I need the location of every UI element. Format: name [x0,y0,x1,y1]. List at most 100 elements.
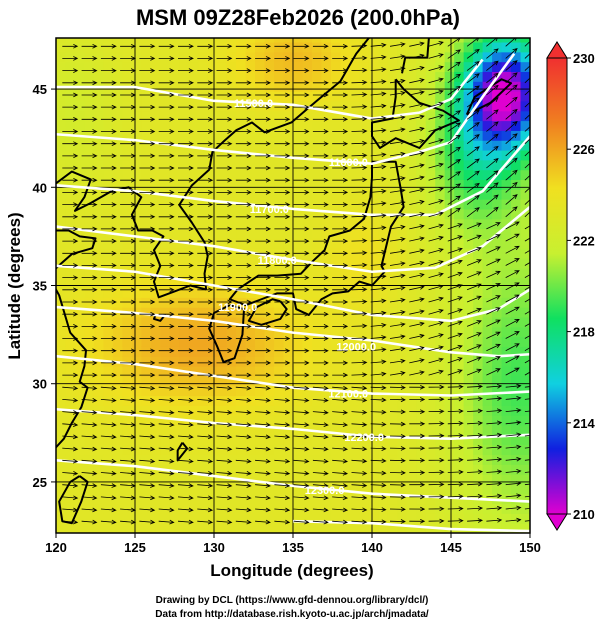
field-cell [236,51,247,63]
wind-arrow [235,422,252,427]
field-cell [217,258,228,269]
field-cell [349,100,360,112]
field-cell [188,356,199,367]
field-cell [198,100,209,112]
field-cell [463,395,474,406]
field-cell [501,356,512,367]
wind-arrow [100,80,117,86]
field-cell [160,385,171,397]
height-contour [292,519,530,533]
field-cell [473,91,484,102]
wind-arrow [81,385,98,391]
field-cell [416,415,427,426]
field-cell [93,189,104,200]
wind-arrow [120,507,137,513]
field-cell [425,110,436,122]
field-cell [492,149,503,161]
wind-arrow [505,145,518,157]
field-cell [122,38,133,43]
field-cell [188,169,199,181]
field-cell [330,169,341,181]
field-cell [368,307,379,318]
field-cell [368,297,379,308]
field-cell [387,316,398,328]
field-cell [131,110,142,122]
wind-arrow [197,141,214,146]
field-cell [93,287,104,298]
field-cell [150,61,161,72]
wind-arrow [100,153,117,159]
wind-arrow [486,444,503,450]
wind-arrow [235,43,252,49]
field-cell [245,91,256,102]
field-cell [255,120,266,131]
field-cell [435,297,446,308]
field-cell [217,346,228,357]
wind-arrow [139,226,156,232]
wind-arrow [274,117,291,122]
field-cell [511,267,522,279]
field-cell [501,38,512,43]
field-cell [131,483,142,495]
field-cell [188,523,199,533]
field-cell [444,159,455,171]
field-cell [112,61,123,72]
wind-arrow [158,129,175,134]
field-cell [321,277,332,289]
x-tick-label: 125 [124,540,146,555]
wind-arrow [312,226,329,232]
field-cell [169,169,180,181]
field-cell [482,415,493,426]
wind-arrow [216,190,233,195]
field-cell [530,179,540,189]
field-cell [302,61,313,72]
field-cell [311,415,323,426]
field-cell [112,316,123,328]
wind-arrow [100,471,117,476]
field-cell [425,405,436,416]
field-cell [141,91,152,102]
field-cell [463,424,474,436]
field-cell [454,405,465,416]
wind-arrow [120,348,137,354]
field-cell [359,110,370,122]
field-cell [226,71,237,82]
field-cell [321,110,332,122]
field-cell [501,61,512,72]
wind-arrow [332,177,349,183]
field-cell [236,100,247,112]
field-cell [255,356,266,367]
field-cell [387,307,398,318]
field-cell [501,415,512,426]
wind-arrow [293,68,310,73]
field-cell [501,385,512,397]
field-cell [179,523,190,533]
field-cell [236,385,247,397]
wind-arrow [389,322,406,327]
wind-arrow [447,494,464,499]
field-cell [245,307,256,318]
field-cell [406,346,417,357]
field-cell [520,120,530,131]
wind-arrow [62,129,79,134]
field-cell [56,38,67,43]
wind-arrow [447,49,461,59]
field-cell [198,454,209,465]
field-cell [283,179,294,190]
wind-arrow [466,121,480,132]
wind-arrow [351,274,368,280]
field-cell [416,375,427,387]
wind-arrow [158,324,175,329]
field-cell [311,159,323,171]
field-cell [340,503,351,514]
field-cell [255,267,266,279]
wind-arrow [332,446,349,452]
field-cell [302,307,313,318]
wind-arrow [486,246,501,254]
field-cell [122,513,133,524]
field-cell [74,218,86,230]
field-cell [482,277,493,289]
wind-arrow [505,120,518,132]
field-cell [74,454,86,465]
wind-arrow [466,234,482,242]
